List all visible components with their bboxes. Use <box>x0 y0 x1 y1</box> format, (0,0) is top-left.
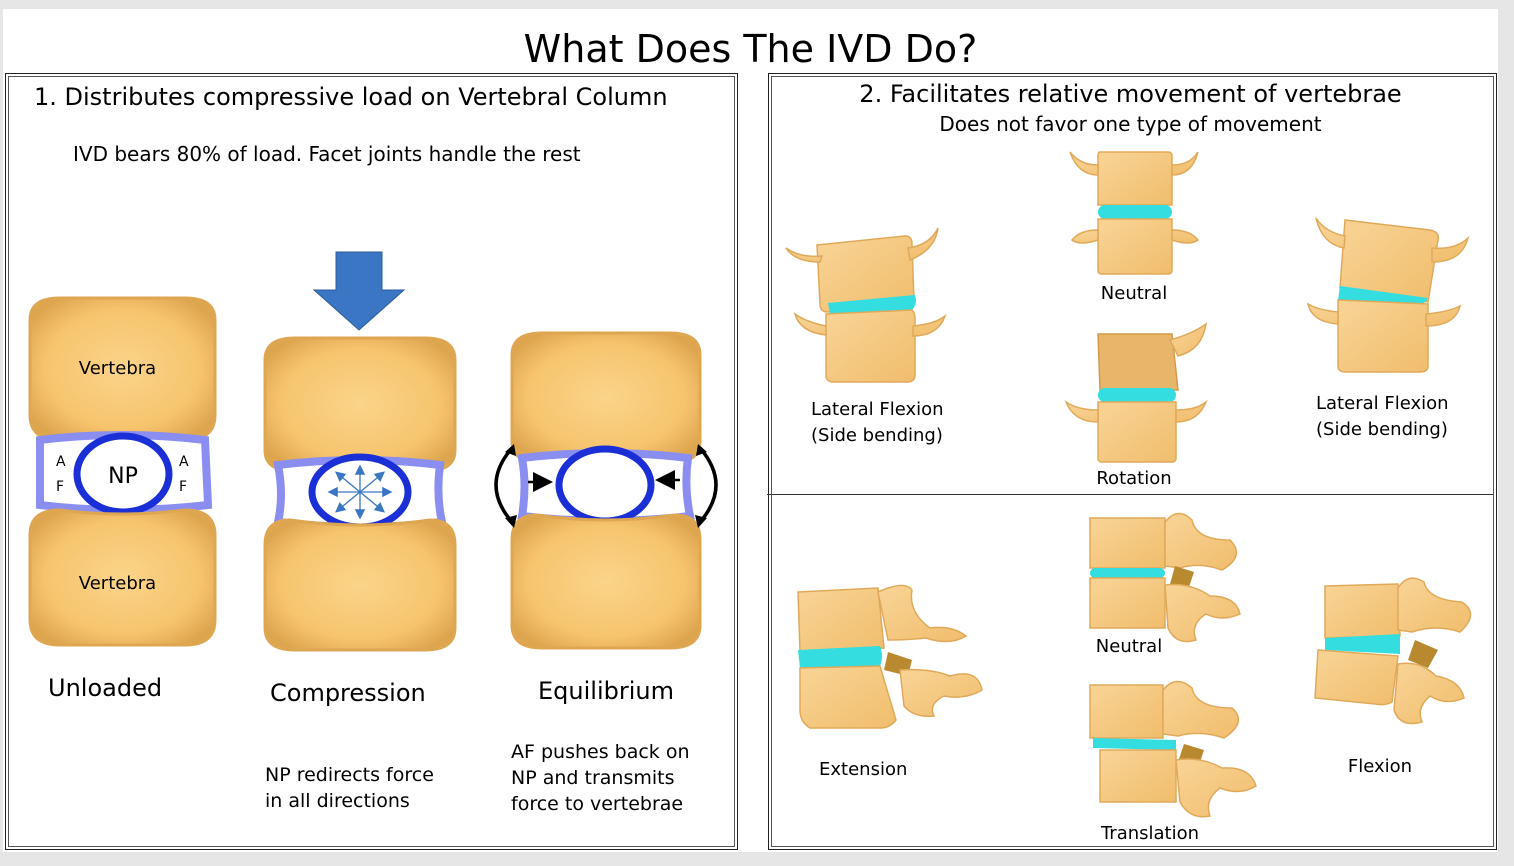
vertebra-bottom-compression <box>263 518 457 652</box>
movement-panel-divider <box>767 494 1493 495</box>
annulus-right-f: F <box>179 479 188 495</box>
translation-spine <box>1089 680 1257 818</box>
neutral-sagittal-spine <box>1089 512 1241 643</box>
lateral-flexion-right-label-line2: (Side bending) <box>1316 419 1448 440</box>
neutral-sagittal-label: Neutral <box>1095 636 1163 657</box>
vertebra-bottom-unloaded <box>28 508 217 647</box>
movement-panel-subheading: Does not favor one type of movement <box>939 112 1322 136</box>
translation-label: Translation <box>1100 823 1200 844</box>
vertebra-top-equilibrium <box>510 331 702 464</box>
flexion-label: Flexion <box>1347 756 1413 777</box>
equilibrium-label: Equilibrium <box>538 677 674 705</box>
annulus-right-a: A <box>179 454 189 470</box>
unloaded-label: Unloaded <box>48 674 163 702</box>
lateral-flexion-left-label-line1: Lateral Flexion <box>811 399 944 420</box>
flexion-spine <box>1314 577 1472 725</box>
nucleus-pulposus-label: NP <box>108 464 138 489</box>
pushback-arrows <box>528 470 680 492</box>
curved-force-arrows <box>494 444 718 528</box>
compression-caption-line1: NP redirects force <box>265 764 434 786</box>
extension-label: Extension <box>819 759 908 780</box>
neutral-coronal-spine <box>1069 151 1200 275</box>
compression-diagram <box>263 251 457 652</box>
movement-panel-heading: 2. Facilitates relative movement of vert… <box>859 80 1402 108</box>
lateral-flexion-left-label-line2: (Side bending) <box>811 425 943 446</box>
equilibrium-caption-line1: AF pushes back on <box>511 741 690 763</box>
equilibrium-caption-line3: force to vertebrae <box>511 793 684 815</box>
nucleus-pulposus-unloaded <box>73 432 173 516</box>
compression-caption-line2: in all directions <box>265 790 410 812</box>
equilibrium-diagram <box>494 331 718 650</box>
neutral-coronal-label: Neutral <box>1100 283 1168 304</box>
extension-spine <box>797 584 983 729</box>
vertebra-top-compression <box>263 336 457 472</box>
vertebra-bottom-equilibrium <box>510 513 702 650</box>
nucleus-pulposus-equilibrium <box>555 445 655 525</box>
load-panel-subheading: IVD bears 80% of load. Facet joints hand… <box>73 142 581 166</box>
vertebra-bottom-label: Vertebra <box>78 573 157 594</box>
load-panel-heading: 1. Distributes compressive load on Verte… <box>34 83 668 111</box>
annulus-left-f: F <box>56 479 65 495</box>
rotation-label: Rotation <box>1096 468 1172 489</box>
lateral-flexion-right-spine <box>1306 217 1470 373</box>
vertebra-top-label: Vertebra <box>78 358 157 379</box>
unloaded-diagram <box>28 296 217 647</box>
slide-title: What Does The IVD Do? <box>523 27 978 71</box>
pressure-arrows <box>327 464 393 520</box>
equilibrium-caption-line2: NP and transmits <box>511 767 675 789</box>
annulus-left-a: A <box>56 454 66 470</box>
lateral-flexion-left-spine <box>785 227 947 383</box>
compression-label: Compression <box>270 679 426 707</box>
load-arrow <box>312 251 406 331</box>
rotation-spine <box>1064 322 1208 463</box>
lateral-flexion-right-label-line1: Lateral Flexion <box>1316 393 1449 414</box>
